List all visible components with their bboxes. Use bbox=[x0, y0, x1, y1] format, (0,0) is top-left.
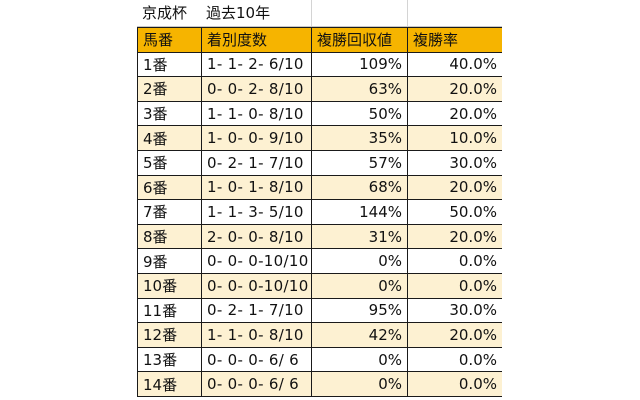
table-row: 2番 0- 0- 2- 8/10 63% 20.0% bbox=[137, 76, 502, 102]
record-cell: 1- 1- 0- 8/10 bbox=[201, 322, 312, 348]
return-cell: 0% bbox=[311, 248, 408, 274]
gate-cell: 9番 bbox=[137, 248, 202, 274]
title-gridline bbox=[407, 0, 408, 26]
period-label: 過去10年 bbox=[206, 4, 271, 22]
return-cell: 109% bbox=[311, 51, 408, 78]
return-cell: 63% bbox=[311, 76, 408, 102]
record-cell: 0- 0- 0-10/10 bbox=[201, 272, 312, 299]
rate-cell: 50.0% bbox=[407, 199, 502, 225]
record-cell: 0- 0- 0- 6/ 6 bbox=[201, 371, 312, 397]
header-return: 複勝回収値 bbox=[311, 27, 408, 53]
rate-cell: 20.0% bbox=[407, 100, 502, 127]
table-row: 9番 0- 0- 0-10/10 0% 0.0% bbox=[137, 248, 502, 274]
return-cell: 0% bbox=[311, 346, 408, 373]
rate-cell: 20.0% bbox=[407, 174, 502, 201]
results-table: 馬番 着別度数 複勝回収値 複勝率 1番 1- 1- 2- 6/10 109% … bbox=[137, 27, 502, 397]
return-cell: 68% bbox=[311, 174, 408, 201]
record-cell: 0- 2- 1- 7/10 bbox=[201, 297, 312, 324]
spreadsheet: 京成杯 過去10年 馬番 着別度数 複勝回収値 複勝率 1番 1- 1- 2- … bbox=[137, 0, 502, 400]
return-cell: 35% bbox=[311, 125, 408, 151]
return-cell: 95% bbox=[311, 297, 408, 324]
table-row: 14番 0- 0- 0- 6/ 6 0% 0.0% bbox=[137, 371, 502, 397]
table-row: 3番 1- 1- 0- 8/10 50% 20.0% bbox=[137, 100, 502, 127]
rate-cell: 0.0% bbox=[407, 272, 502, 299]
record-cell: 1- 0- 0- 9/10 bbox=[201, 125, 312, 151]
table-row: 5番 0- 2- 1- 7/10 57% 30.0% bbox=[137, 149, 502, 176]
title-gridline bbox=[311, 0, 312, 26]
record-cell: 1- 0- 1- 8/10 bbox=[201, 174, 312, 201]
record-cell: 0- 0- 0-10/10 bbox=[201, 248, 312, 274]
rate-cell: 30.0% bbox=[407, 297, 502, 324]
gate-cell: 8番 bbox=[137, 223, 202, 250]
return-cell: 0% bbox=[311, 371, 408, 397]
return-cell: 50% bbox=[311, 100, 408, 127]
record-cell: 1- 1- 0- 8/10 bbox=[201, 100, 312, 127]
gate-cell: 5番 bbox=[137, 149, 202, 176]
gate-cell: 3番 bbox=[137, 100, 202, 127]
rate-cell: 10.0% bbox=[407, 125, 502, 151]
gate-cell: 13番 bbox=[137, 346, 202, 373]
gate-cell: 12番 bbox=[137, 322, 202, 348]
title-row: 京成杯 過去10年 bbox=[137, 0, 502, 27]
header-record: 着別度数 bbox=[201, 27, 312, 53]
gate-cell: 1番 bbox=[137, 51, 202, 78]
record-cell: 0- 0- 0- 6/ 6 bbox=[201, 346, 312, 373]
record-cell: 0- 0- 2- 8/10 bbox=[201, 76, 312, 102]
return-cell: 31% bbox=[311, 223, 408, 250]
return-cell: 42% bbox=[311, 322, 408, 348]
table-row: 13番 0- 0- 0- 6/ 6 0% 0.0% bbox=[137, 346, 502, 373]
rate-cell: 0.0% bbox=[407, 346, 502, 373]
gate-cell: 11番 bbox=[137, 297, 202, 324]
table-row: 4番 1- 0- 0- 9/10 35% 10.0% bbox=[137, 125, 502, 151]
record-cell: 1- 1- 3- 5/10 bbox=[201, 199, 312, 225]
rate-cell: 20.0% bbox=[407, 76, 502, 102]
record-cell: 0- 2- 1- 7/10 bbox=[201, 149, 312, 176]
header-gate: 馬番 bbox=[137, 27, 202, 53]
race-name: 京成杯 bbox=[142, 4, 188, 22]
table-row: 1番 1- 1- 2- 6/10 109% 40.0% bbox=[137, 51, 502, 78]
table-row: 10番 0- 0- 0-10/10 0% 0.0% bbox=[137, 272, 502, 299]
record-cell: 2- 0- 0- 8/10 bbox=[201, 223, 312, 250]
gate-cell: 4番 bbox=[137, 125, 202, 151]
return-cell: 144% bbox=[311, 199, 408, 225]
return-cell: 0% bbox=[311, 272, 408, 299]
rate-cell: 20.0% bbox=[407, 322, 502, 348]
record-cell: 1- 1- 2- 6/10 bbox=[201, 51, 312, 78]
table-row: 7番 1- 1- 3- 5/10 144% 50.0% bbox=[137, 199, 502, 225]
gate-cell: 14番 bbox=[137, 371, 202, 397]
rate-cell: 0.0% bbox=[407, 371, 502, 397]
rate-cell: 20.0% bbox=[407, 223, 502, 250]
gate-cell: 2番 bbox=[137, 76, 202, 102]
gate-cell: 6番 bbox=[137, 174, 202, 201]
table-row: 6番 1- 0- 1- 8/10 68% 20.0% bbox=[137, 174, 502, 201]
header-row: 馬番 着別度数 複勝回収値 複勝率 bbox=[137, 27, 502, 53]
header-rate: 複勝率 bbox=[407, 27, 502, 53]
table-row: 12番 1- 1- 0- 8/10 42% 20.0% bbox=[137, 322, 502, 348]
gate-cell: 7番 bbox=[137, 199, 202, 225]
rate-cell: 0.0% bbox=[407, 248, 502, 274]
gate-cell: 10番 bbox=[137, 272, 202, 299]
table-row: 11番 0- 2- 1- 7/10 95% 30.0% bbox=[137, 297, 502, 324]
rate-cell: 40.0% bbox=[407, 51, 502, 78]
rate-cell: 30.0% bbox=[407, 149, 502, 176]
return-cell: 57% bbox=[311, 149, 408, 176]
table-row: 8番 2- 0- 0- 8/10 31% 20.0% bbox=[137, 223, 502, 250]
